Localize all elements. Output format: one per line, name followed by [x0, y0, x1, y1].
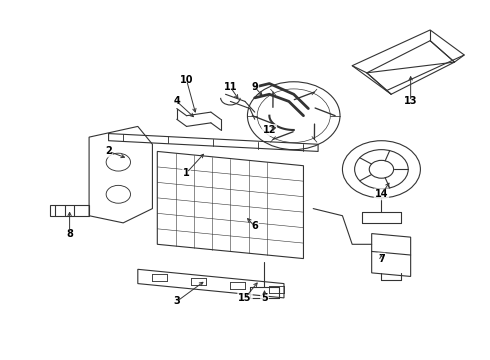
Text: 7: 7	[378, 253, 385, 264]
Text: 8: 8	[66, 229, 73, 239]
Text: 15: 15	[238, 293, 252, 303]
Text: 12: 12	[263, 125, 276, 135]
Text: 3: 3	[173, 296, 180, 306]
Text: 11: 11	[223, 82, 237, 92]
Text: 13: 13	[404, 96, 417, 107]
Text: 1: 1	[183, 168, 190, 178]
Text: 14: 14	[375, 189, 388, 199]
Text: 2: 2	[105, 147, 112, 157]
Text: 6: 6	[251, 221, 258, 231]
Text: 10: 10	[180, 75, 193, 85]
Text: 9: 9	[251, 82, 258, 92]
Text: 4: 4	[173, 96, 180, 107]
Text: 5: 5	[261, 293, 268, 303]
